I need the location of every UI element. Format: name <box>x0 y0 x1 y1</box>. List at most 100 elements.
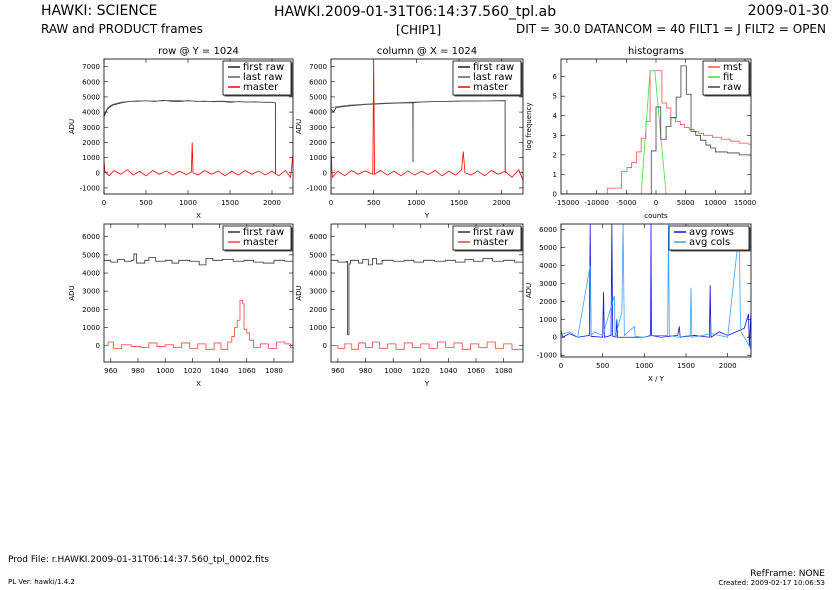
date-label: 2009-01-30 <box>747 3 829 19</box>
x-tick-label: 1000 <box>156 367 174 375</box>
y-tick-label: 2000 <box>82 139 100 147</box>
y-tick-label: -1000 <box>80 184 100 192</box>
series-line <box>104 253 293 266</box>
y-tick-label: 4 <box>553 112 558 120</box>
x-tick-label: 1500 <box>677 362 695 370</box>
x-tick-label: 1040 <box>439 367 457 375</box>
y-tick-label: 5000 <box>82 93 100 101</box>
y-tick-label: 3000 <box>309 288 327 296</box>
y-axis-label: log frequency <box>525 102 533 150</box>
x-axis-label: Y <box>424 212 430 220</box>
y-tick-label: 1000 <box>309 154 327 162</box>
series-line <box>104 99 276 175</box>
series-line <box>104 299 293 350</box>
plot-frame <box>560 223 752 358</box>
x-tick-label: 2000 <box>493 199 511 207</box>
x-tick-label: -15000 <box>555 199 580 207</box>
x-tick-label: 980 <box>359 367 372 375</box>
y-tick-label: 1 <box>553 171 557 179</box>
ref-frame: RefFrame: NONE <box>750 569 825 579</box>
legend-label: first raw <box>243 227 284 238</box>
x-axis-label: X / Y <box>648 375 665 383</box>
y-tick-label: 5000 <box>309 93 327 101</box>
legend-box <box>702 60 750 96</box>
x-axis-label: X <box>196 212 201 220</box>
series-line <box>640 70 667 194</box>
x-tick-label: 15000 <box>734 199 756 207</box>
series-line <box>331 341 523 350</box>
x-tick-label: 0 <box>559 362 563 370</box>
y-tick-label: 0 <box>96 342 100 350</box>
x-tick-label: 0 <box>654 199 658 207</box>
y-tick-label: 4000 <box>82 109 100 117</box>
chip-label: [CHIP1] <box>396 23 442 37</box>
legend-label: master <box>243 82 279 93</box>
x-tick-label: 2000 <box>263 199 281 207</box>
legend-label: fit <box>723 72 733 83</box>
chart-title: histograms <box>628 46 684 57</box>
y-tick-label: 6000 <box>82 233 100 241</box>
plot-frame <box>560 58 752 195</box>
x-tick-label: 5000 <box>677 199 695 207</box>
x-axis-label: counts <box>644 212 668 220</box>
x-tick-label: 1080 <box>265 367 283 375</box>
chart-title: column @ X = 1024 <box>377 46 477 57</box>
y-tick-label: 2 <box>553 151 557 159</box>
y-axis-label: ADU <box>295 285 303 300</box>
y-tick-label: 3000 <box>309 124 327 132</box>
y-axis-label: ADU <box>68 285 76 300</box>
y-axis-label: ADU <box>295 119 303 134</box>
x-tick-label: 960 <box>331 367 344 375</box>
y-tick-label: 4000 <box>539 262 557 270</box>
report-title: HAWKI: SCIENCE <box>41 3 158 19</box>
legend-label: avg cols <box>689 237 730 248</box>
x-tick-label: 960 <box>104 367 117 375</box>
y-tick-label: -1000 <box>537 352 557 360</box>
y-tick-label: 7000 <box>82 63 100 71</box>
y-tick-label: 2000 <box>82 306 100 314</box>
series-line <box>331 100 506 173</box>
legend-box <box>222 60 292 96</box>
y-tick-label: 6000 <box>539 226 557 234</box>
y-tick-label: 0 <box>323 169 327 177</box>
chart-panel: X ADU 960 980 1000 1020 1040 1060 1080 0 1000 2000 3… <box>68 223 294 388</box>
y-tick-label: 0 <box>553 334 557 342</box>
x-tick-label: 1500 <box>450 199 468 207</box>
legend-label: avg rows <box>689 227 734 238</box>
x-tick-label: 500 <box>596 362 609 370</box>
x-tick-label: 1080 <box>495 367 513 375</box>
series-line <box>331 258 523 336</box>
chart-panel: column @ X = 1024 Y ADU 0 500 1000 1500 2000 -10… <box>295 46 524 220</box>
y-tick-label: 3000 <box>539 280 557 288</box>
y-axis-label: ADU <box>525 283 533 298</box>
y-tick-label: 2000 <box>539 298 557 306</box>
file-title: HAWKI.2009-01-31T06:14:37.560_tpl.ab <box>274 4 557 20</box>
x-tick-label: 1060 <box>238 367 256 375</box>
y-tick-label: 3000 <box>82 124 100 132</box>
series-line <box>331 100 506 108</box>
x-tick-label: 1000 <box>635 362 653 370</box>
plot-frame <box>103 223 294 363</box>
x-axis-label: Y <box>424 380 430 388</box>
chart-panel: Y ADU 960 980 1000 1020 1040 1060 1080 0 1000 2000 3… <box>295 223 524 388</box>
x-tick-label: 1000 <box>407 199 425 207</box>
report-subtitle: RAW and PRODUCT frames <box>41 22 203 36</box>
legend-label: raw <box>723 82 741 93</box>
legend-label: first raw <box>243 62 284 73</box>
x-tick-label: 2000 <box>719 362 737 370</box>
y-tick-label: 3000 <box>82 288 100 296</box>
y-tick-label: 5000 <box>309 251 327 259</box>
y-tick-label: -1000 <box>307 184 327 192</box>
y-tick-label: 4000 <box>309 270 327 278</box>
y-tick-label: 0 <box>553 191 557 199</box>
x-axis-label: X <box>196 380 201 388</box>
x-tick-label: 1000 <box>179 199 197 207</box>
